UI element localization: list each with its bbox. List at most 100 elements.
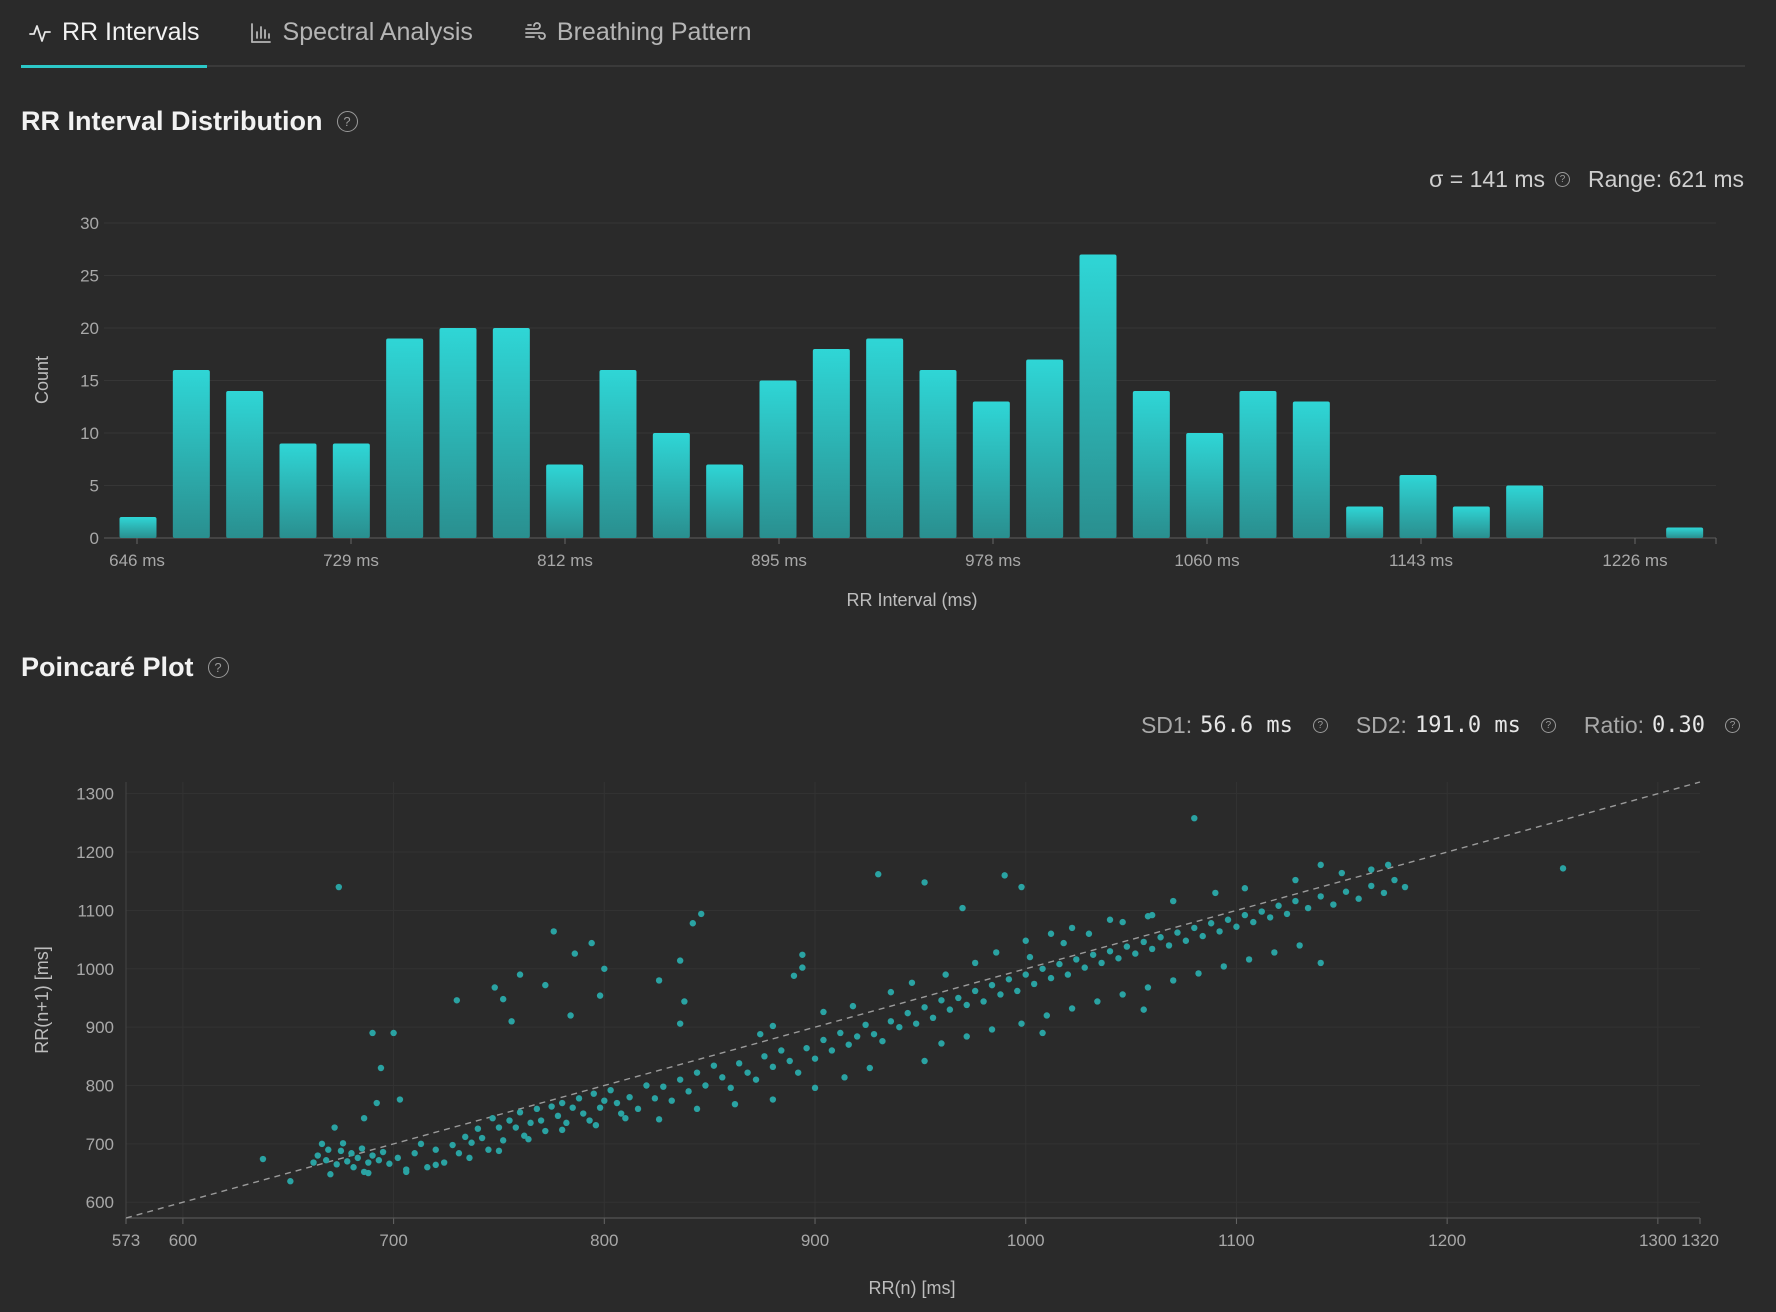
- scatter-point: [757, 1030, 764, 1038]
- scatter-point: [466, 1154, 473, 1162]
- scatter-point: [1170, 897, 1177, 905]
- scatter-point: [896, 1023, 903, 1031]
- histogram-title: RR Interval Distribution ?: [21, 106, 358, 137]
- help-icon[interactable]: ?: [207, 657, 229, 678]
- scatter-point: [1220, 963, 1227, 970]
- scatter-point: [744, 1069, 751, 1076]
- scatter-point: [1338, 869, 1345, 877]
- scatter-point: [1174, 929, 1181, 936]
- scatter-point: [660, 1083, 667, 1090]
- scatter-point: [369, 1152, 376, 1159]
- scatter-point: [693, 1105, 701, 1113]
- scatter-point: [369, 1029, 376, 1037]
- tab-breathing-pattern[interactable]: Breathing Pattern: [523, 0, 752, 66]
- scatter-point: [921, 1057, 928, 1065]
- scatter-point: [1098, 959, 1105, 967]
- histogram-bar: [546, 464, 584, 538]
- scatter-point: [1191, 814, 1198, 822]
- scatter-point: [1317, 959, 1324, 967]
- help-icon[interactable]: ?: [1555, 172, 1571, 187]
- scatter-point: [580, 1110, 587, 1117]
- histogram-bar: [226, 391, 264, 538]
- x-tick-label: 1320: [1681, 1231, 1719, 1250]
- scatter-point: [354, 1154, 361, 1162]
- y-tick-label: 25: [80, 267, 99, 286]
- help-icon[interactable]: ?: [1312, 718, 1328, 733]
- scatter-point: [403, 1166, 410, 1173]
- scatter-point: [592, 1121, 600, 1129]
- y-tick-label: 10: [80, 424, 99, 443]
- scatter-point: [634, 1105, 642, 1113]
- scatter-point: [1207, 920, 1215, 927]
- scatter-point: [942, 971, 949, 978]
- scatter-point: [702, 1082, 709, 1089]
- scatter-point: [799, 951, 806, 958]
- scatter-point: [786, 1057, 793, 1065]
- scatter-point: [938, 1040, 945, 1047]
- x-axis-label: RR(n) [ms]: [869, 1278, 956, 1298]
- poincare-stats: SD1: 56.6 ms ? SD2: 191.0 ms ? Ratio: 0.…: [1141, 712, 1740, 739]
- y-tick-label: 1300: [76, 785, 114, 804]
- tab-bar: RR Intervals Spectral Analysis Breathing…: [21, 0, 1745, 68]
- scatter-point: [527, 1119, 534, 1127]
- scatter-point: [499, 1137, 507, 1144]
- y-tick-label: 900: [86, 1018, 114, 1037]
- scatter-point: [575, 1095, 583, 1102]
- histogram-bar: [599, 370, 637, 538]
- scatter-point: [348, 1150, 355, 1157]
- scatter-point: [586, 1117, 593, 1124]
- scatter-point: [474, 1125, 482, 1132]
- sd1-value: 56.6 ms: [1200, 713, 1293, 738]
- scatter-point: [820, 1008, 827, 1016]
- activity-icon: [28, 21, 52, 45]
- scatter-point: [1157, 934, 1164, 941]
- scatter-point: [904, 1009, 911, 1017]
- scatter-point: [988, 1026, 996, 1033]
- sigma-stat: σ = 141 ms: [1429, 166, 1546, 192]
- y-tick-label: 15: [80, 372, 99, 391]
- scatter-point: [360, 1168, 368, 1176]
- scatter-point: [820, 1036, 827, 1044]
- histogram-bar: [439, 328, 477, 538]
- scatter-point: [569, 1104, 576, 1111]
- x-tick-label: 1060 ms: [1174, 551, 1239, 570]
- scatter-point: [394, 1154, 402, 1162]
- scatter-point: [588, 939, 595, 947]
- help-icon[interactable]: ?: [336, 111, 358, 132]
- help-icon[interactable]: ?: [1725, 718, 1740, 733]
- tab-spectral-analysis[interactable]: Spectral Analysis: [249, 0, 473, 66]
- scatter-point: [887, 988, 895, 996]
- histogram-bar: [386, 338, 424, 538]
- scatter-point: [731, 1100, 739, 1108]
- x-tick-label: 646 ms: [109, 551, 165, 570]
- scatter-point: [828, 1047, 836, 1054]
- scatter-point: [1039, 965, 1046, 972]
- scatter-point: [853, 1033, 861, 1040]
- scatter-point: [1212, 889, 1219, 897]
- y-tick-label: 800: [86, 1077, 114, 1096]
- x-tick-label: 1100: [1218, 1231, 1255, 1250]
- histogram-bar: [1346, 506, 1384, 538]
- scatter-point: [506, 1117, 513, 1124]
- scatter-point: [590, 1090, 597, 1097]
- scatter-point: [567, 1012, 574, 1019]
- histogram-bar: [279, 443, 317, 538]
- scatter-point: [1384, 861, 1392, 869]
- scatter-point: [1296, 942, 1303, 949]
- scatter-point: [1106, 948, 1114, 955]
- scatter-point: [322, 1157, 330, 1164]
- histogram-bar: [1452, 506, 1490, 538]
- tab-rr-intervals[interactable]: RR Intervals: [21, 0, 207, 68]
- scatter-point: [693, 1069, 701, 1076]
- scatter-point: [1380, 889, 1388, 897]
- histogram-bar: [1239, 391, 1277, 538]
- scatter-point: [938, 997, 945, 1004]
- scatter-point: [980, 998, 987, 1005]
- help-icon[interactable]: ?: [1540, 718, 1556, 733]
- scatter-point: [1250, 918, 1257, 926]
- y-tick-label: 1000: [76, 960, 114, 979]
- scatter-point: [1266, 914, 1274, 921]
- y-axis-label: Count: [32, 356, 52, 404]
- scatter-point: [1144, 984, 1152, 991]
- scatter-point: [689, 920, 697, 927]
